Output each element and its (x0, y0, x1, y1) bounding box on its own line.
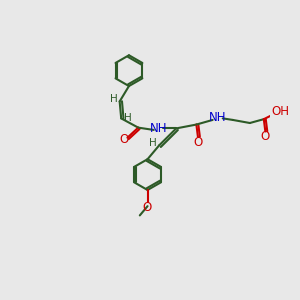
Text: NH: NH (150, 122, 167, 135)
Text: OH: OH (272, 105, 290, 118)
Text: O: O (142, 201, 152, 214)
Text: O: O (261, 130, 270, 143)
Text: H: H (110, 94, 117, 104)
Text: O: O (193, 136, 203, 149)
Text: H: H (149, 138, 157, 148)
Text: NH: NH (209, 111, 227, 124)
Text: H: H (124, 113, 131, 123)
Text: O: O (119, 134, 128, 146)
